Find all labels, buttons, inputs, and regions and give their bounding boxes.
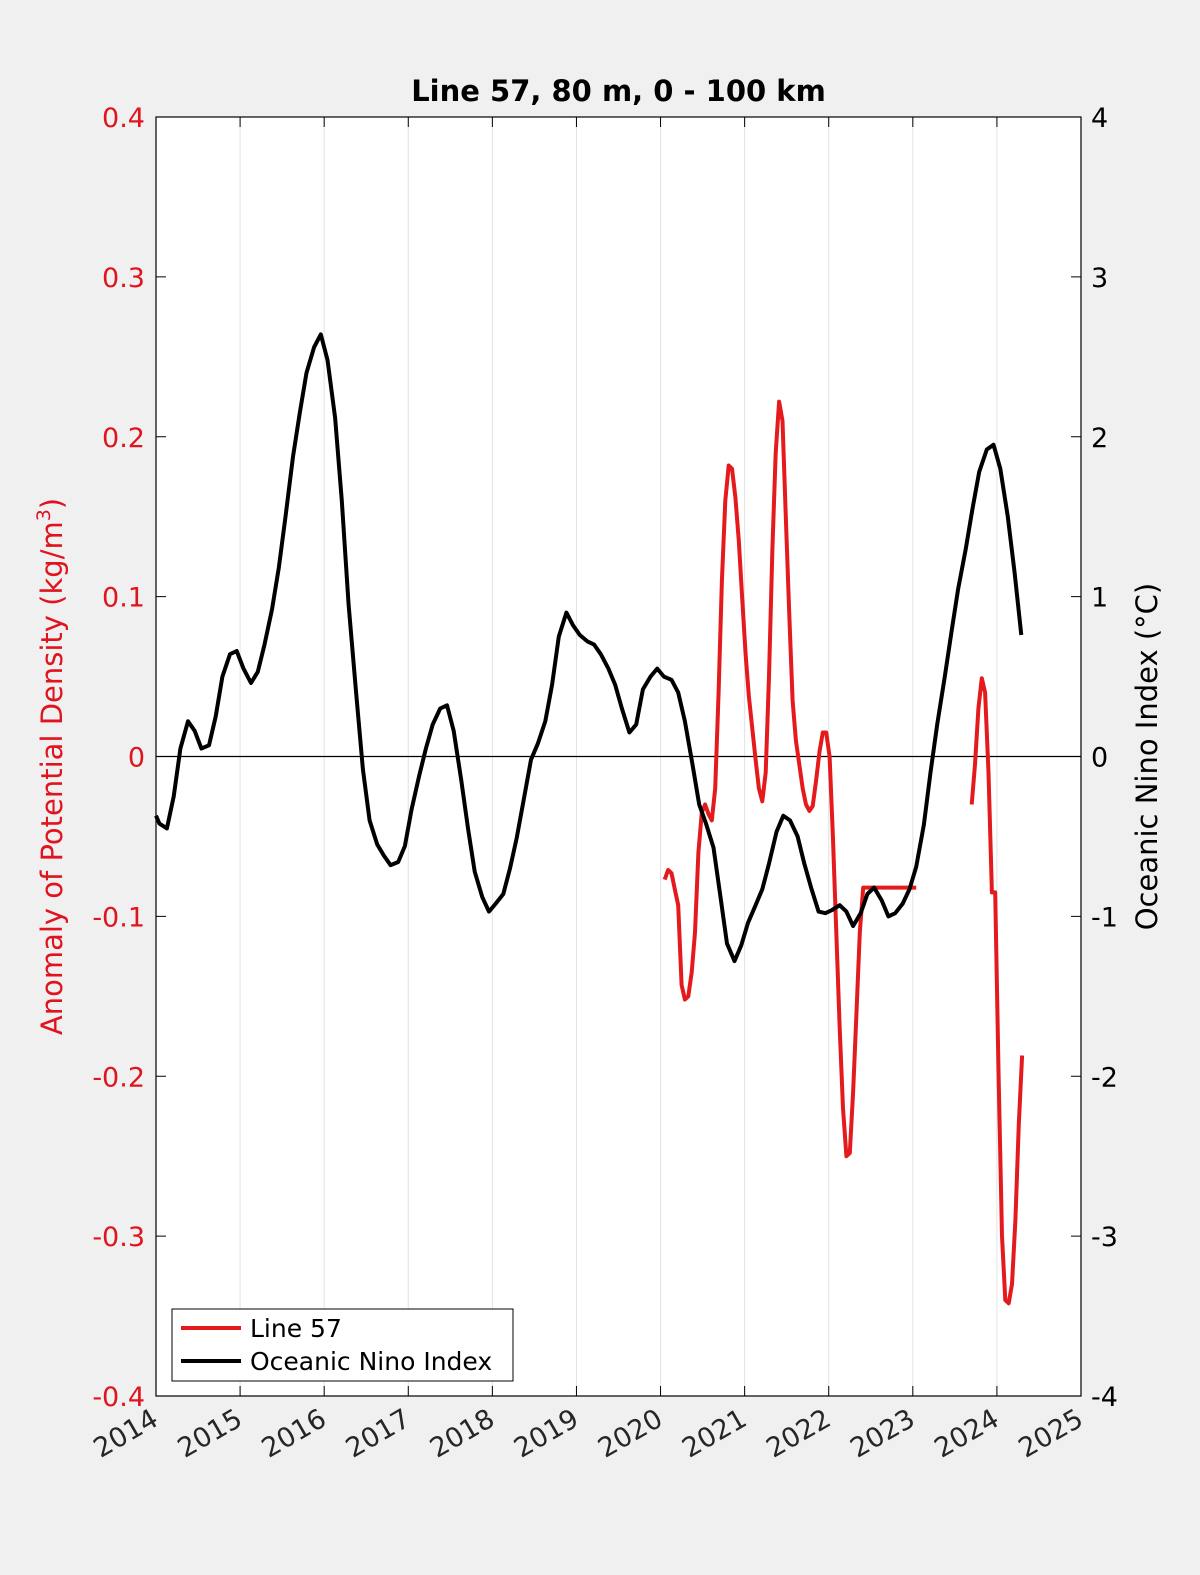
y-axis-label-right: Oceanic Nino Index (°C) [1130,583,1164,931]
legend-box [171,1308,514,1382]
y-left-tick-label: -0.4 [92,1382,145,1413]
y-axis-label-left-close: ) [35,498,69,509]
series-line-57 [969,676,1025,1306]
chart-title: Line 57, 80 m, 0 - 100 km [411,74,826,108]
y-axis-label-left-superscript: 3 [33,509,55,521]
tick-labels: 2014 2015 2016 2017 2018 2019 2020 2021 2022 2023… [88,103,1117,1464]
legend-label-line-57: Line 57 [250,1314,342,1343]
y-left-tick-label: -0.3 [92,1222,145,1253]
series-oceanic-nino-index [154,332,1024,964]
y-left-tick-label: 0.1 [102,583,145,614]
y-left-tick-label: 0.3 [102,263,145,294]
y-left-tick-label: 0 [128,743,145,774]
y-right-tick-label: -4 [1091,1382,1118,1413]
legend: Line 57 Oceanic Nino Index [171,1308,514,1382]
y-left-tick-label: -0.2 [92,1062,145,1093]
y-right-tick-label: -3 [1091,1222,1118,1253]
y-right-tick-label: 1 [1091,583,1108,614]
y-axis-label-left: Anomaly of Potential Density (kg/m3) [33,498,69,1035]
y-right-tick-label: 2 [1091,423,1108,454]
y-left-tick-label: 0.2 [102,423,145,454]
y-right-tick-label: -1 [1091,902,1118,933]
y-right-tick-label: 0 [1091,743,1108,774]
y-right-tick-label: 3 [1091,263,1108,294]
axis-ticks [155,116,1082,1397]
series-layer [154,332,1025,1306]
y-right-tick-label: 4 [1091,103,1108,134]
y-right-tick-label: -2 [1091,1062,1118,1093]
legend-label-oni: Oceanic Nino Index [250,1347,492,1376]
y-left-tick-label: -0.1 [92,902,145,933]
y-left-tick-label: 0.4 [102,103,145,134]
y-axis-label-left-main: Anomaly of Potential Density (kg/m [35,521,69,1035]
